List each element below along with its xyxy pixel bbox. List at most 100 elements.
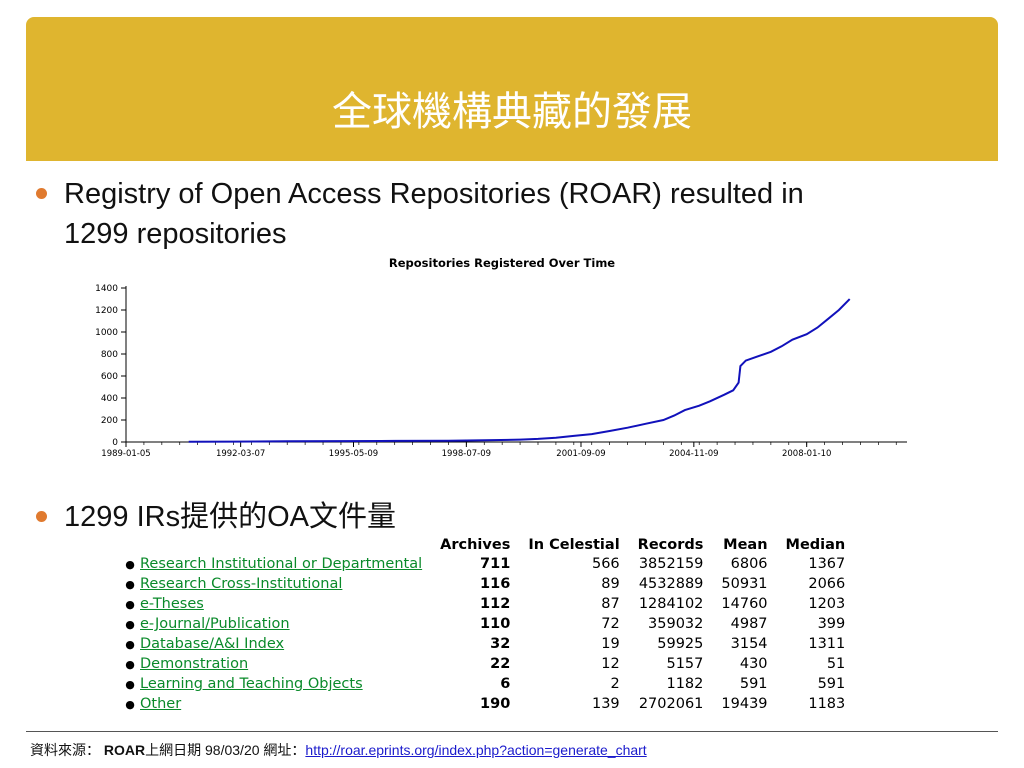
- bullet-roar-line2: 1299 repositories: [64, 218, 287, 250]
- header-archives: Archives: [440, 536, 511, 553]
- cell-in-celestial: 566: [591, 556, 620, 572]
- cell-in-celestial: 12: [601, 656, 620, 672]
- cell-archives: 22: [490, 656, 511, 672]
- cell-median: 1183: [808, 696, 846, 712]
- row-type: e-Journal/Publication: [140, 614, 426, 634]
- cell-archives: 112: [480, 596, 511, 612]
- x-tick-label: 2004-11-09: [669, 449, 718, 459]
- repository-table: Archives In Celestial Records Mean Media…: [120, 535, 860, 714]
- repository-type-link[interactable]: Research Institutional or Departmental: [140, 556, 423, 572]
- header-records: Records: [637, 536, 704, 553]
- bullet-oa-volume-text: 1299 IRs提供的OA文件量: [64, 501, 396, 533]
- cell-archives: 6: [500, 676, 511, 692]
- row-bullet: ●: [125, 697, 135, 711]
- cell-mean: 50931: [721, 576, 768, 592]
- header-median: Median: [785, 536, 846, 553]
- repository-type-link[interactable]: e-Theses: [140, 596, 204, 612]
- row-bullet: ●: [125, 617, 135, 631]
- repositories-chart: Repositories Registered Over Time 0 200 40…: [82, 252, 912, 462]
- cell-records: 1284102: [638, 596, 704, 612]
- cell-median: 1367: [808, 556, 846, 572]
- x-tick-label: 1989-01-05: [101, 449, 150, 459]
- table-body: ● Research Institutional or Departmental 7…: [120, 554, 849, 714]
- footer-date: 上網日期 98/03/20 網址：: [145, 742, 306, 758]
- repository-stats-table: Archives In Celestial Records Mean Media…: [120, 535, 849, 714]
- header-spacer: [120, 535, 140, 554]
- table-row: ● Demonstration 22 12 5157 430 51: [120, 654, 849, 674]
- header-in-celestial: In Celestial: [528, 536, 620, 553]
- cell-records: 1182: [666, 676, 704, 692]
- repository-type-link[interactable]: Database/A&I Index: [140, 636, 285, 652]
- row-bullet: ●: [125, 677, 135, 691]
- row-type: Research Institutional or Departmental: [140, 554, 426, 574]
- cell-in-celestial: 2: [610, 676, 620, 692]
- cell-in-celestial: 139: [591, 696, 620, 712]
- y-tick-label: 1000: [95, 328, 118, 338]
- table-row: ● Database/A&I Index 32 19 59925 3154 1311: [120, 634, 849, 654]
- row-type: Research Cross-Institutional: [140, 574, 426, 594]
- cell-records: 3852159: [638, 556, 704, 572]
- table-row: ● Research Cross-Institutional 116 89 453288…: [120, 574, 849, 594]
- x-tick-label: 1998-07-09: [442, 449, 491, 459]
- bullet-dot: [36, 188, 47, 199]
- row-bullet: ●: [125, 577, 135, 591]
- table-header-row: Archives In Celestial Records Mean Media…: [120, 535, 849, 554]
- cell-in-celestial: 19: [601, 636, 620, 652]
- y-tick-label: 0: [112, 438, 118, 448]
- repository-type-link[interactable]: Research Cross-Institutional: [140, 576, 343, 592]
- table-row: ● Learning and Teaching Objects 6 2 1182 591 5…: [120, 674, 849, 694]
- title-bar: 全球機構典藏的發展: [26, 17, 998, 161]
- row-type: Other: [140, 694, 426, 714]
- y-tick-label: 600: [101, 372, 118, 382]
- repository-type-link[interactable]: e-Journal/Publication: [140, 616, 290, 632]
- y-tick-label: 1400: [95, 284, 118, 294]
- footer-url-link[interactable]: http://roar.eprints.org/index.php?action…: [305, 742, 647, 758]
- table-row: ● Research Institutional or Departmental 7…: [120, 554, 849, 574]
- row-bullet: ●: [125, 557, 135, 571]
- y-tick-label: 400: [101, 394, 118, 404]
- slide-title: 全球機構典藏的發展: [332, 89, 692, 135]
- bullet-oa-volume: 1299 IRs提供的OA文件量: [64, 497, 396, 537]
- cell-median: 591: [817, 676, 846, 692]
- cell-archives: 110: [480, 616, 511, 632]
- cell-mean: 430: [739, 656, 768, 672]
- row-type: Demonstration: [140, 654, 426, 674]
- footer: 資料來源： ROAR上網日期 98/03/20 網址：http://roar.e…: [30, 740, 647, 760]
- chart-title: Repositories Registered Over Time: [389, 256, 615, 270]
- x-tick-label: 2001-09-09: [556, 449, 605, 459]
- repository-type-link[interactable]: Other: [140, 696, 182, 712]
- cell-mean: 6806: [730, 556, 768, 572]
- table-row: ● e-Theses 112 87 1284102 14760 1203: [120, 594, 849, 614]
- chart-axes: 0 200 400 600 800 1000 1200 1400 1989-01-05 1992-…: [95, 284, 907, 459]
- row-bullet: ●: [125, 597, 135, 611]
- bullet-roar: Registry of Open Access Repositories (RO…: [64, 174, 804, 254]
- cell-median: 51: [826, 656, 846, 672]
- cell-records: 4532889: [638, 576, 704, 592]
- repository-type-link[interactable]: Demonstration: [140, 656, 249, 672]
- x-tick-label: 1992-03-07: [216, 449, 265, 459]
- bullet-dot: [36, 511, 47, 522]
- cell-archives: 32: [490, 636, 511, 652]
- cell-records: 2702061: [638, 696, 704, 712]
- x-tick-label: 1995-05-09: [329, 449, 378, 459]
- cell-mean: 3154: [730, 636, 768, 652]
- cell-mean: 591: [739, 676, 768, 692]
- repository-type-link[interactable]: Learning and Teaching Objects: [140, 676, 363, 692]
- cell-archives: 116: [480, 576, 511, 592]
- cell-records: 5157: [666, 656, 704, 672]
- y-tick-label: 800: [101, 350, 118, 360]
- chart-svg: Repositories Registered Over Time 0 200 40…: [95, 256, 907, 459]
- y-tick-label: 200: [101, 416, 118, 426]
- cell-archives: 190: [480, 696, 511, 712]
- footer-roar: ROAR: [103, 742, 146, 758]
- cell-records: 59925: [657, 636, 704, 652]
- row-type: e-Theses: [140, 594, 426, 614]
- x-tick-label: 2008-01-10: [782, 449, 831, 459]
- cell-mean: 4987: [730, 616, 768, 632]
- header-spacer: [140, 535, 426, 554]
- footer-source-label: 資料來源：: [30, 742, 100, 758]
- series-line: [188, 298, 851, 443]
- chart-series: [188, 298, 851, 443]
- cell-archives: 711: [480, 556, 511, 572]
